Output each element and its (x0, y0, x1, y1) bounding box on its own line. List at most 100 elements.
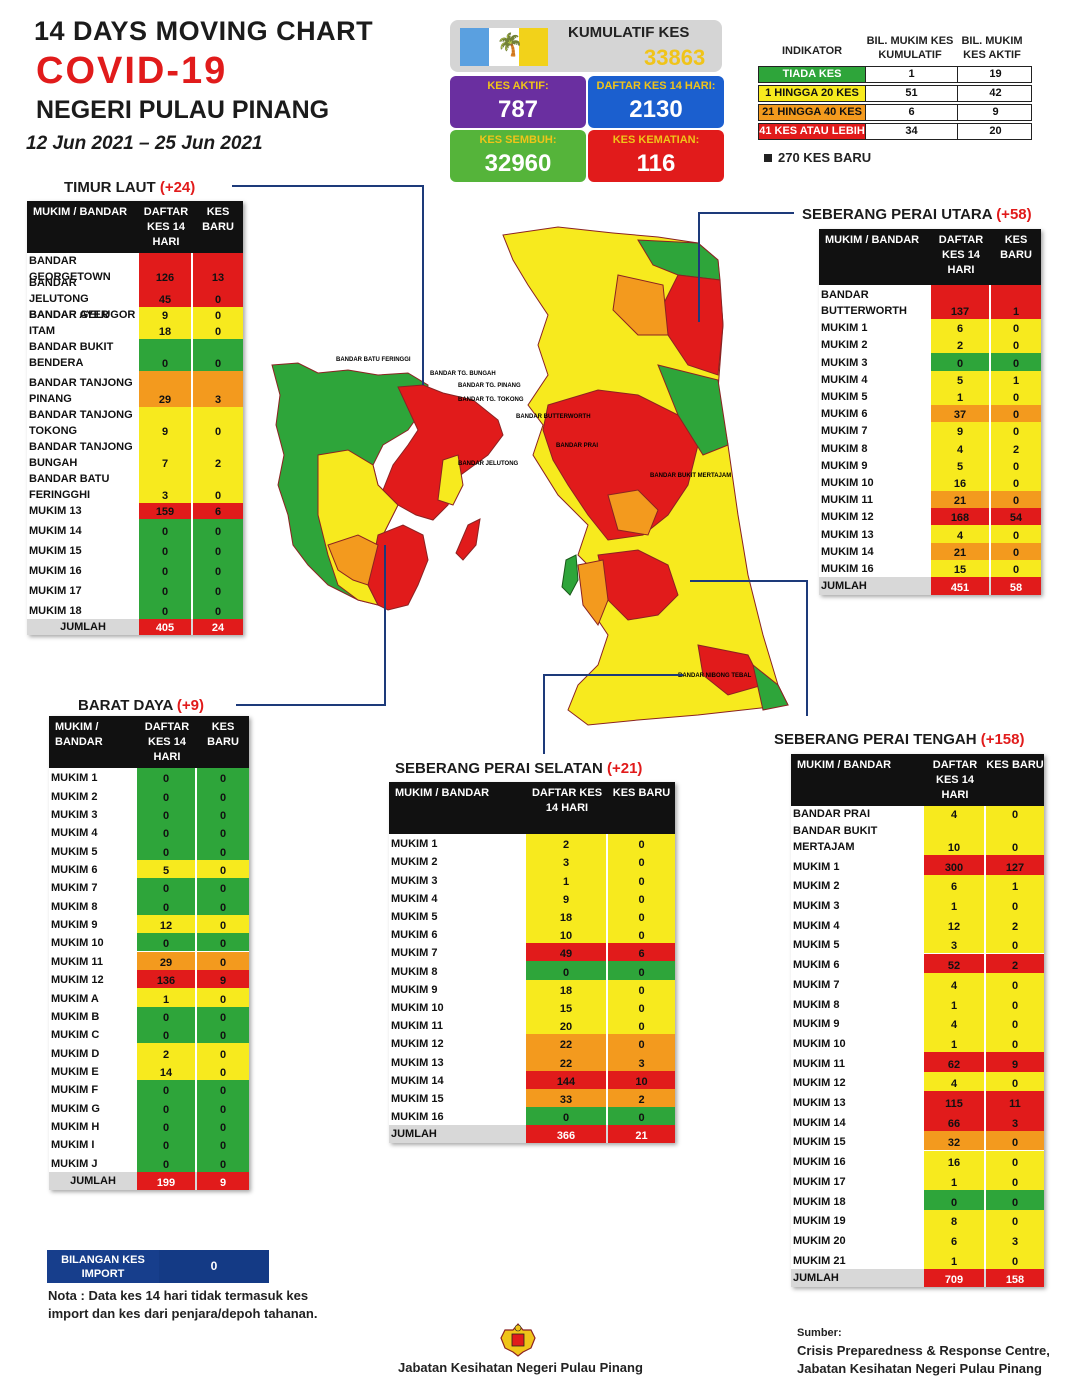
table-row: MUKIM 11 21 0 (819, 491, 1041, 509)
total-daftar: 366 (526, 1125, 606, 1144)
row-daftar: 15 (526, 997, 606, 1016)
row-daftar: 16 (924, 1150, 984, 1171)
row-daftar: 32 (924, 1130, 984, 1151)
table-row: MUKIM 13 22 3 (389, 1052, 675, 1071)
total-row: JUMLAH 199 9 (49, 1171, 249, 1190)
row-name: BANDAR TANJONG BUNGAH (29, 441, 133, 469)
total-baru: 158 (986, 1268, 1044, 1287)
barat-daya-title: BARAT DAYA (+9) (78, 697, 205, 714)
row-daftar: 45 (139, 285, 191, 307)
title-14-days: 14 DAYS MOVING CHART (34, 16, 374, 46)
connector-timur-laut-v (422, 185, 424, 385)
row-daftar: 7 (139, 439, 191, 471)
row-baru: 0 (193, 339, 243, 371)
row-baru: 0 (991, 353, 1041, 371)
source-label: Sumber: (797, 1327, 842, 1339)
row-name: MUKIM 12 (51, 974, 104, 987)
row-baru: 0 (991, 405, 1041, 423)
row-daftar: 9 (931, 422, 989, 440)
row-baru: 0 (608, 1034, 675, 1053)
row-baru: 0 (197, 1024, 249, 1044)
row-daftar: 20 (526, 1016, 606, 1035)
cumulative-value: 33863 (644, 45, 706, 70)
table-row: MUKIM 11 20 0 (389, 1016, 675, 1035)
row-daftar: 2 (137, 1043, 195, 1062)
header-baru: KES BARU (207, 721, 239, 748)
recovered-label: KES SEMBUH: (479, 134, 557, 146)
row-baru: 0 (197, 988, 249, 1007)
row-daftar: 136 (137, 969, 195, 989)
total-label: JUMLAH (793, 1271, 839, 1284)
row-name: MUKIM 8 (51, 900, 98, 913)
row-baru: 9 (197, 969, 249, 989)
new-cases-text: 270 KES BARU (778, 150, 872, 165)
row-name: BANDAR AYER ITAM (29, 309, 109, 337)
table-row: MUKIM 14 21 0 (819, 542, 1041, 560)
cumulative-mukim-header: BIL. MUKIM KES KUMULATIF (866, 35, 954, 61)
row-baru: 6 (608, 943, 675, 962)
row-name: MUKIM 7 (51, 882, 98, 895)
row-name: MUKIM 19 (793, 1215, 846, 1228)
row-daftar: 0 (137, 1153, 195, 1172)
row-name: MUKIM 9 (391, 983, 438, 996)
row-baru: 0 (991, 422, 1041, 440)
row-daftar: 1 (924, 1170, 984, 1190)
row-name: MUKIM 2 (391, 856, 438, 869)
penang-flag-icon: 🌴 (460, 28, 548, 66)
row-baru: 0 (193, 539, 243, 559)
total-daftar: 709 (924, 1268, 984, 1287)
row-name: MUKIM 2 (51, 790, 98, 803)
map-label-jelutong: BANDAR JELUTONG (458, 461, 519, 467)
row-baru: 1 (986, 874, 1044, 895)
active-cases-value: 787 (497, 96, 539, 123)
row-name: MUKIM 15 (391, 1092, 444, 1105)
row-baru: 0 (193, 579, 243, 599)
active-cases-label: KES AKTIF: (487, 80, 549, 92)
header-mukim: MUKIM / BANDAR (395, 787, 490, 799)
row-baru: 0 (197, 951, 249, 970)
table-row: MUKIM 15 33 2 (389, 1088, 675, 1107)
deaths-value: 116 (636, 150, 676, 177)
row-baru: 0 (986, 806, 1044, 822)
row-baru: 9 (986, 1052, 1044, 1072)
row-daftar: 1 (924, 1249, 984, 1269)
row-name: MUKIM 10 (793, 1037, 846, 1050)
indicator-label: 1 HINGGA 20 KES (759, 86, 865, 101)
table-row: MUKIM 10 16 0 (819, 473, 1041, 491)
row-daftar: 4 (924, 1071, 984, 1092)
table-row: MUKIM 14 0 0 (27, 519, 243, 539)
table-row: BANDAR TANJONG TOKONG 9 0 (27, 407, 243, 439)
row-baru: 0 (991, 387, 1041, 405)
indicator-label: TIADA KES (759, 67, 865, 82)
organization-name: Jabatan Kesihatan Negeri Pulau Pinang (398, 1360, 643, 1375)
date-range: 12 Jun 2021 – 25 Jun 2021 (26, 133, 263, 154)
indicator-legend: INDIKATOR BIL. MUKIM KES KUMULATIF BIL. … (758, 32, 1038, 152)
row-daftar: 0 (137, 768, 195, 787)
row-name: MUKIM 6 (821, 408, 868, 421)
connector-spu-v (698, 212, 700, 322)
total-baru: 58 (991, 577, 1041, 595)
indicator-label: 21 HINGGA 40 KES (759, 105, 865, 120)
row-baru: 0 (991, 336, 1041, 354)
table-row: MUKIM 12 4 0 (791, 1071, 1044, 1092)
sps-table: MUKIM / BANDAR DAFTAR KES 14 HARI KES BARU… (389, 782, 675, 1144)
table-header: MUKIM / BANDAR DAFTAR KES 14 HARI KES BARU (389, 782, 675, 834)
row-baru: 0 (608, 925, 675, 944)
table-row: BANDAR AYER ITAM 18 0 (27, 309, 243, 339)
row-name: MUKIM B (51, 1010, 100, 1023)
row-baru: 0 (197, 859, 249, 879)
row-baru: 0 (986, 1150, 1044, 1171)
row-daftar: 29 (137, 951, 195, 970)
row-daftar: 5 (137, 859, 195, 879)
header-daftar: DAFTAR KES 14 HARI (143, 206, 189, 248)
row-name: MUKIM 6 (391, 929, 438, 942)
row-name: MUKIM 4 (793, 919, 840, 932)
